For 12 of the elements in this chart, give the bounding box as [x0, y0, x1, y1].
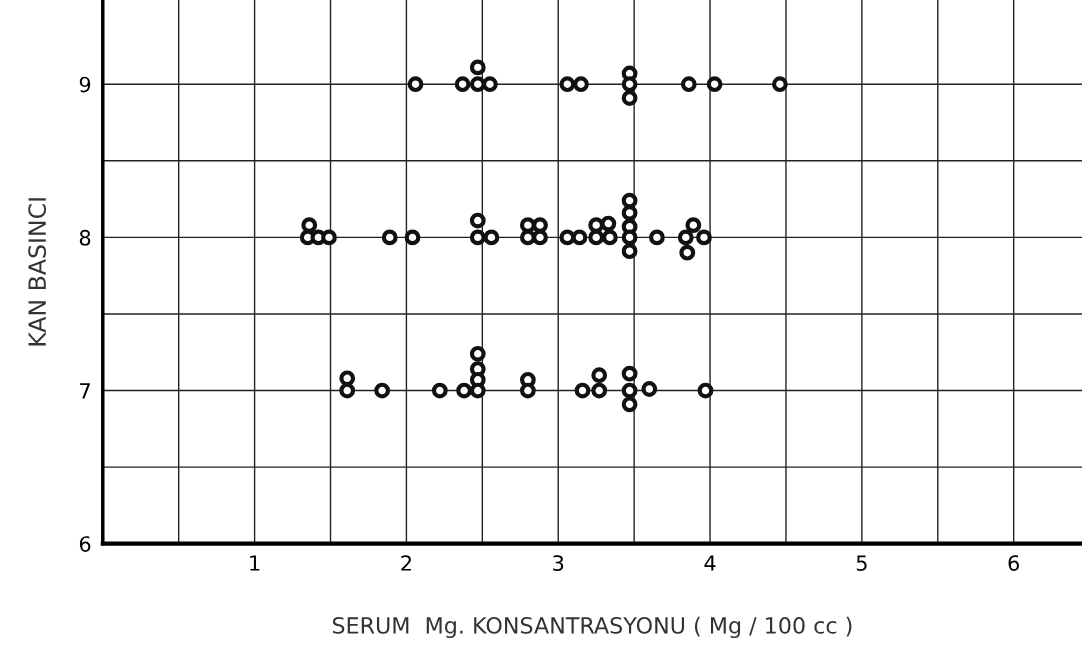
x-tick-label: 5	[856, 555, 867, 571]
x-tick-label: 1	[250, 555, 260, 571]
x-tick-label: 3	[553, 555, 564, 571]
y-tick-label: 8	[79, 229, 91, 246]
y-tick-label: 9	[79, 76, 91, 93]
y-tick-label: 6	[79, 536, 91, 552]
x-axis-title: SERUM Mg. KONSANTRASYONU ( Mg / 100 cc )	[332, 616, 852, 639]
x-tick-label: 2	[401, 555, 411, 571]
y-tick-label: 7	[80, 383, 90, 399]
y-axis-title: KAN BASINCI	[28, 198, 47, 346]
x-tick-label: 6	[1008, 555, 1019, 571]
x-tick-label: 4	[704, 555, 716, 571]
